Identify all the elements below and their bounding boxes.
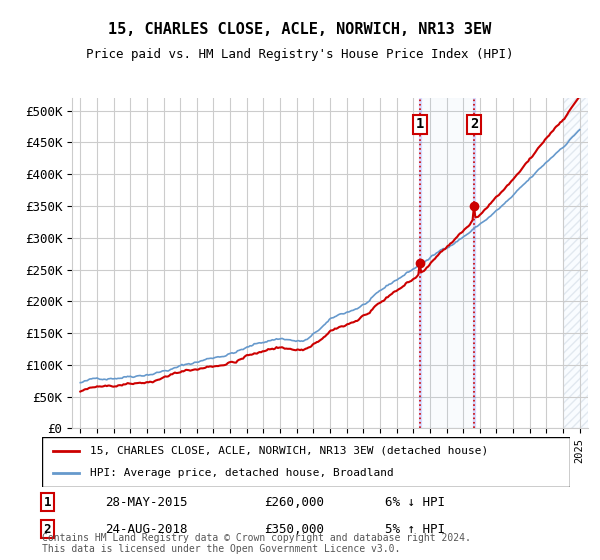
Text: Contains HM Land Registry data © Crown copyright and database right 2024.
This d: Contains HM Land Registry data © Crown c… xyxy=(42,533,471,554)
Text: 1: 1 xyxy=(416,118,424,132)
Text: 6% ↓ HPI: 6% ↓ HPI xyxy=(385,496,445,509)
Text: Price paid vs. HM Land Registry's House Price Index (HPI): Price paid vs. HM Land Registry's House … xyxy=(86,48,514,60)
Bar xyxy=(563,98,588,428)
Text: 2: 2 xyxy=(470,118,478,132)
Text: £350,000: £350,000 xyxy=(264,522,324,536)
Text: £260,000: £260,000 xyxy=(264,496,324,509)
Text: 15, CHARLES CLOSE, ACLE, NORWICH, NR13 3EW: 15, CHARLES CLOSE, ACLE, NORWICH, NR13 3… xyxy=(109,22,491,38)
FancyBboxPatch shape xyxy=(42,437,570,487)
Bar xyxy=(563,98,588,428)
Text: 24-AUG-2018: 24-AUG-2018 xyxy=(106,522,188,536)
Text: 1: 1 xyxy=(44,496,51,509)
Text: HPI: Average price, detached house, Broadland: HPI: Average price, detached house, Broa… xyxy=(89,468,393,478)
Text: 2: 2 xyxy=(44,522,51,536)
Bar xyxy=(473,98,475,428)
Text: 5% ↑ HPI: 5% ↑ HPI xyxy=(385,522,445,536)
Text: 15, CHARLES CLOSE, ACLE, NORWICH, NR13 3EW (detached house): 15, CHARLES CLOSE, ACLE, NORWICH, NR13 3… xyxy=(89,446,488,456)
Text: 28-MAY-2015: 28-MAY-2015 xyxy=(106,496,188,509)
Bar xyxy=(419,98,421,428)
